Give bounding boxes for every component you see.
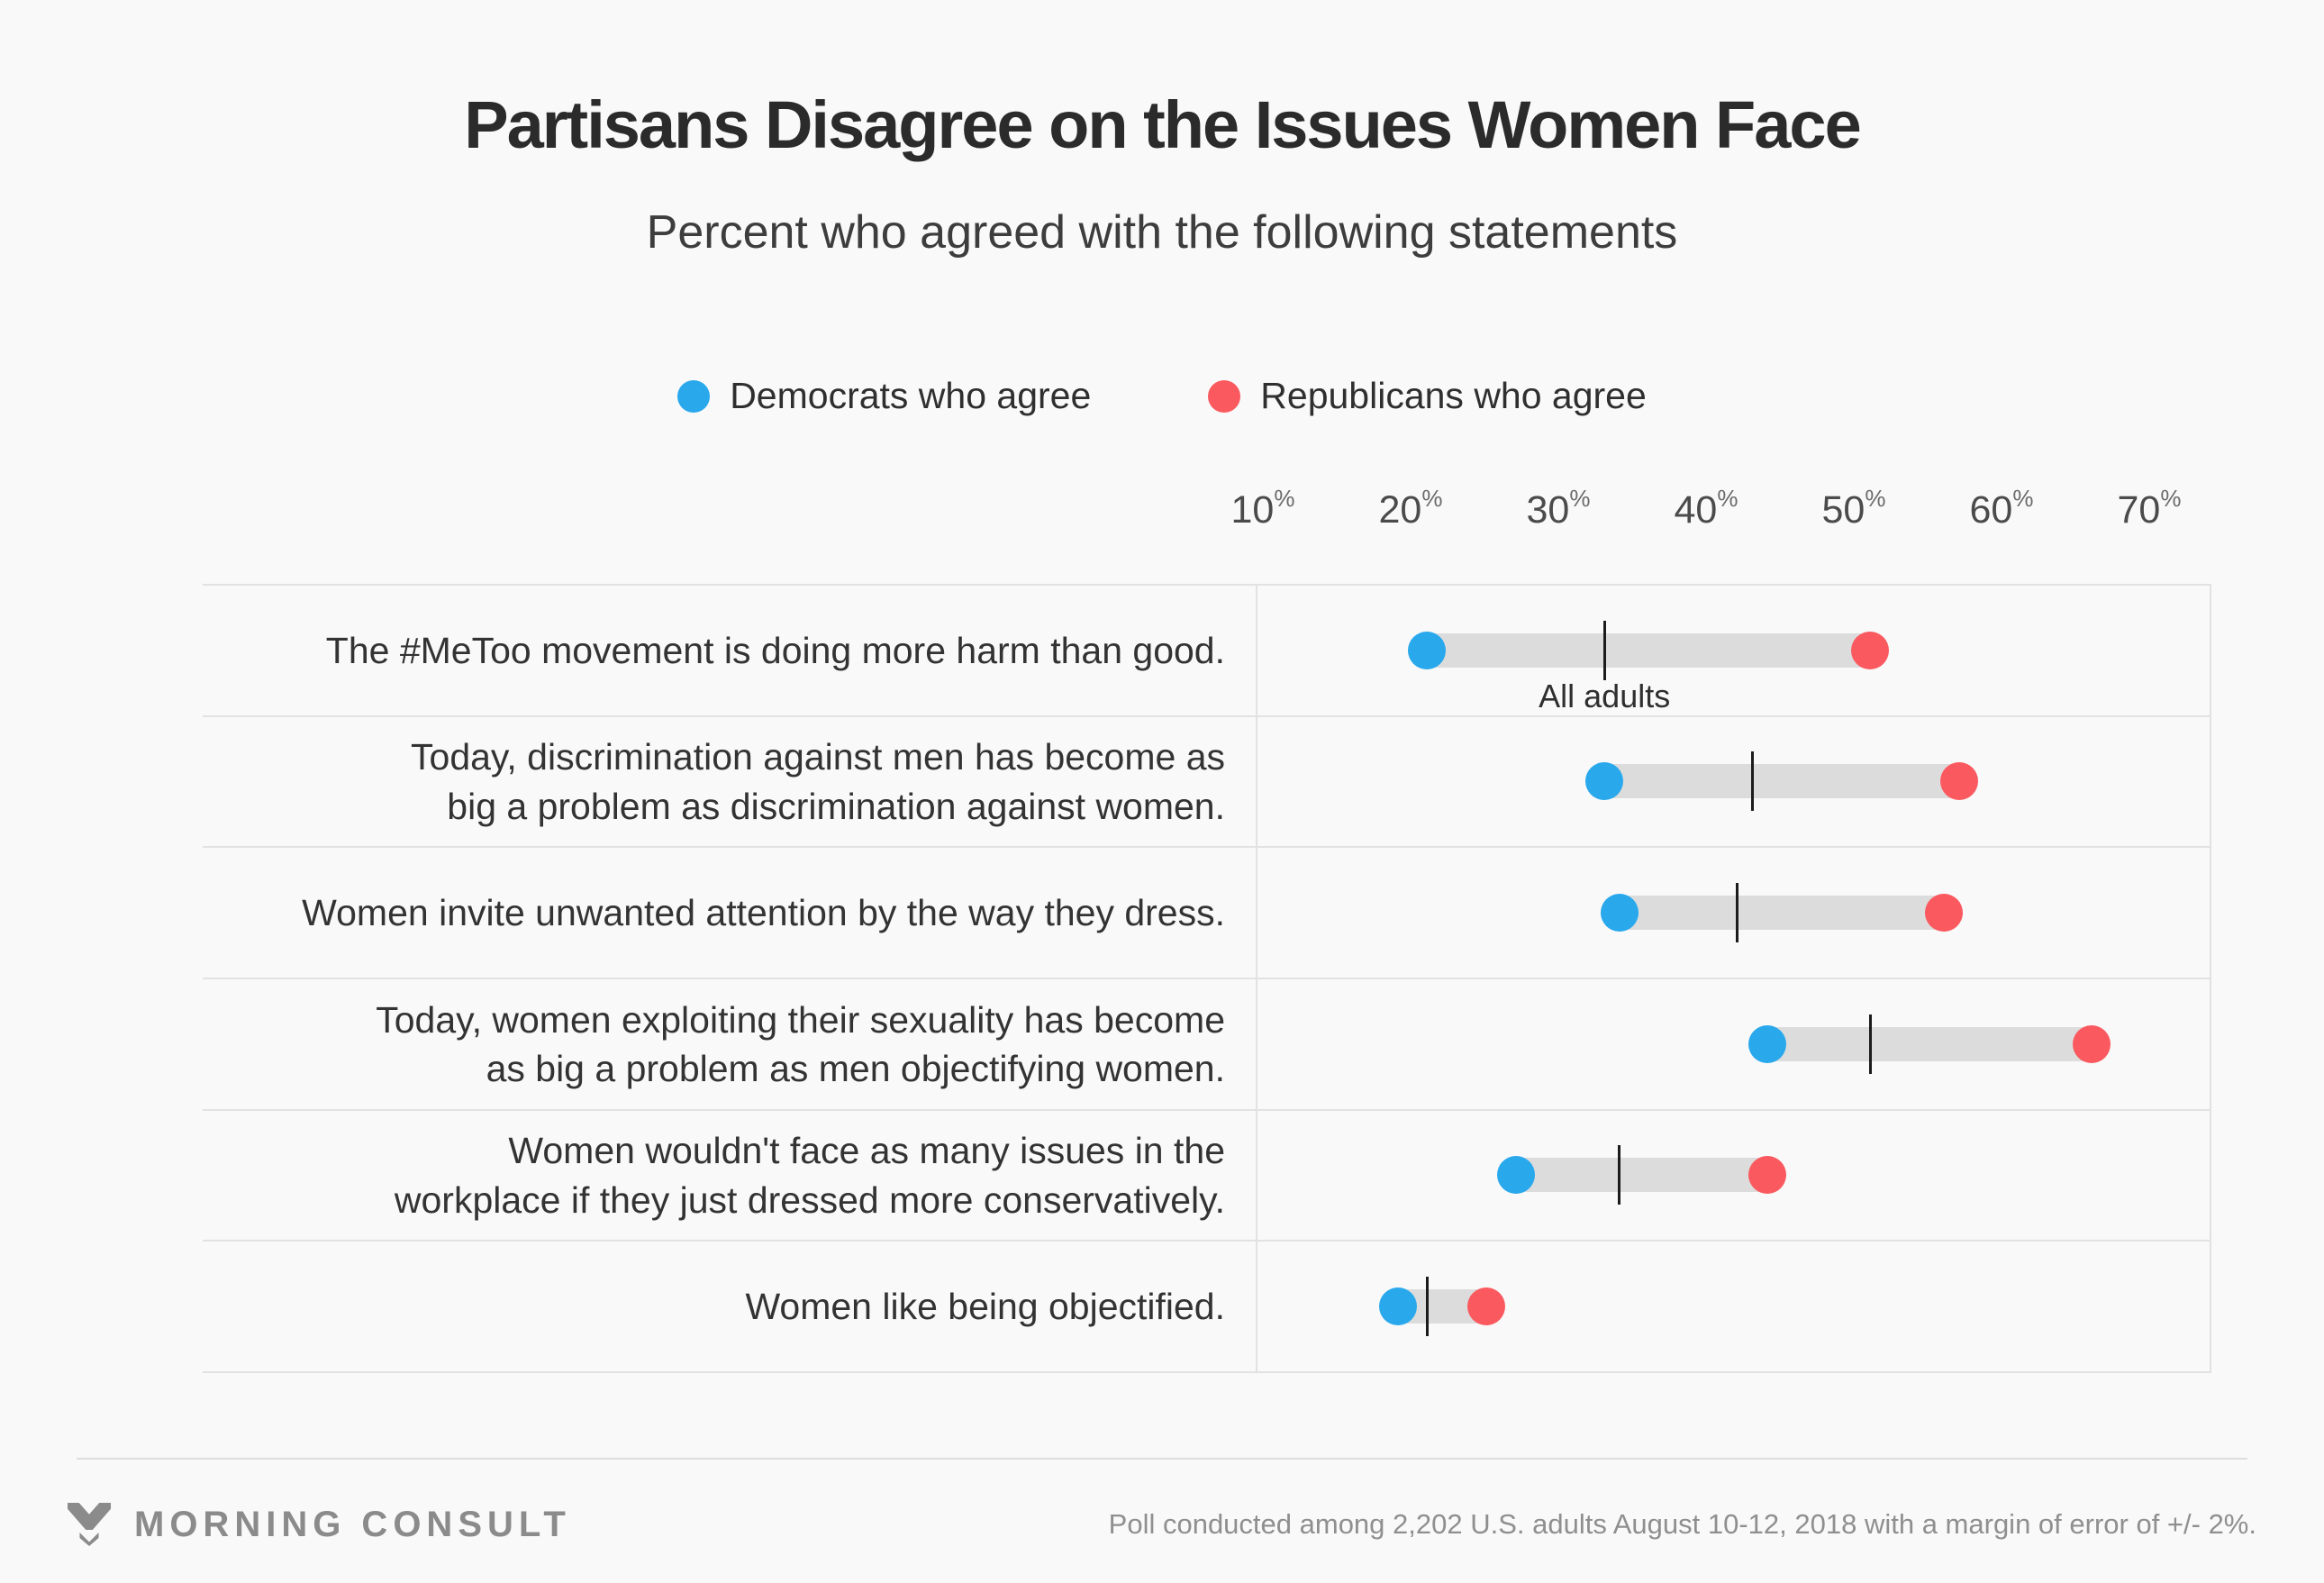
democrats-dot (1408, 631, 1447, 669)
connector-bar (1515, 1158, 1767, 1193)
democrats-dot (1496, 1156, 1535, 1195)
republicans-dot (1925, 894, 1964, 933)
statement-label: Today, discrimination against men has be… (411, 736, 1225, 827)
chart-row: The #MeToo movement is doing more harm t… (203, 584, 2211, 715)
chart-row: Women wouldn't face as many issues in th… (203, 1108, 2211, 1241)
axis-tick-10: 10% (1230, 485, 1295, 532)
row-plot-area (1256, 979, 2211, 1109)
connector-bar (1604, 764, 1959, 799)
all-adults-marker (1750, 751, 1754, 812)
chart-row: Today, women exploiting their sexuality … (203, 978, 2211, 1109)
all-adults-marker (1868, 1014, 1872, 1074)
republicans-dot-icon (1208, 379, 1241, 413)
axis-tick-50: 50% (1821, 485, 1886, 532)
all-adults-marker (1736, 883, 1739, 943)
republicans-dot (1851, 631, 1890, 669)
axis-tick-70: 70% (2117, 485, 2182, 532)
republicans-dot (1467, 1287, 1505, 1326)
statement-label: The #MeToo movement is doing more harm t… (325, 629, 1225, 671)
republicans-dot (2073, 1024, 2111, 1063)
all-adults-marker (1425, 1277, 1429, 1337)
footnote: Poll conducted among 2,202 U.S. adults A… (1108, 1508, 2256, 1540)
chart-row: Women like being objectified. (203, 1240, 2211, 1371)
all-adults-annotation: All adults (1539, 677, 1671, 714)
morning-consult-logo: MORNING CONSULT (68, 1503, 571, 1546)
legend-item-republicans: Republicans who agree (1208, 375, 1647, 417)
democrats-dot (1378, 1287, 1417, 1326)
footer-divider (77, 1458, 2247, 1460)
statement-label: Today, women exploiting their sexuality … (376, 998, 1225, 1089)
row-plot-area (1256, 1110, 2211, 1241)
x-axis: 10% 20% 30% 40% 50% 60% 70% (1231, 481, 2211, 539)
row-plot-area (1256, 1242, 2211, 1371)
row-plot-area (1256, 848, 2211, 978)
all-adults-marker (1602, 620, 1606, 680)
democrats-dot (1585, 762, 1624, 801)
legend-item-democrats: Democrats who agree (677, 375, 1091, 417)
legend: Democrats who agree Republicans who agre… (0, 375, 2324, 417)
statement-label: Women invite unwanted attention by the w… (302, 892, 1225, 934)
democrats-dot (1600, 894, 1639, 933)
chart-title: Partisans Disagree on the Issues Women F… (464, 87, 1861, 162)
legend-label-republicans: Republicans who agree (1260, 375, 1647, 416)
axis-tick-40: 40% (1674, 485, 1738, 532)
brand-name: MORNING CONSULT (134, 1504, 571, 1544)
republicans-dot (1748, 1156, 1786, 1195)
footer: MORNING CONSULT Poll conducted among 2,2… (68, 1488, 2256, 1560)
chart-row: Women invite unwanted attention by the w… (203, 846, 2211, 978)
statement-label: Women wouldn't face as many issues in th… (394, 1130, 1225, 1221)
morning-consult-logo-icon (68, 1503, 111, 1546)
chart-rows: The #MeToo movement is doing more harm t… (203, 584, 2211, 1373)
chart-subtitle: Percent who agreed with the following st… (646, 206, 1678, 259)
all-adults-marker (1618, 1145, 1621, 1205)
democrats-dot (1748, 1024, 1786, 1063)
democrats-dot-icon (677, 379, 711, 413)
row-plot-area (1256, 716, 2211, 847)
row-plot-area: All adults (1256, 586, 2211, 715)
statement-label: Women like being objectified. (745, 1286, 1225, 1328)
chart-row: Today, discrimination against men has be… (203, 714, 2211, 847)
republicans-dot (1939, 762, 1978, 801)
axis-tick-20: 20% (1378, 485, 1443, 532)
connector-bar (1766, 1026, 2093, 1061)
axis-tick-60: 60% (1969, 485, 2034, 532)
axis-tick-30: 30% (1526, 485, 1591, 532)
legend-label-democrats: Democrats who agree (730, 375, 1092, 416)
connector-bar (1427, 632, 1871, 668)
connector-bar (1619, 896, 1945, 931)
